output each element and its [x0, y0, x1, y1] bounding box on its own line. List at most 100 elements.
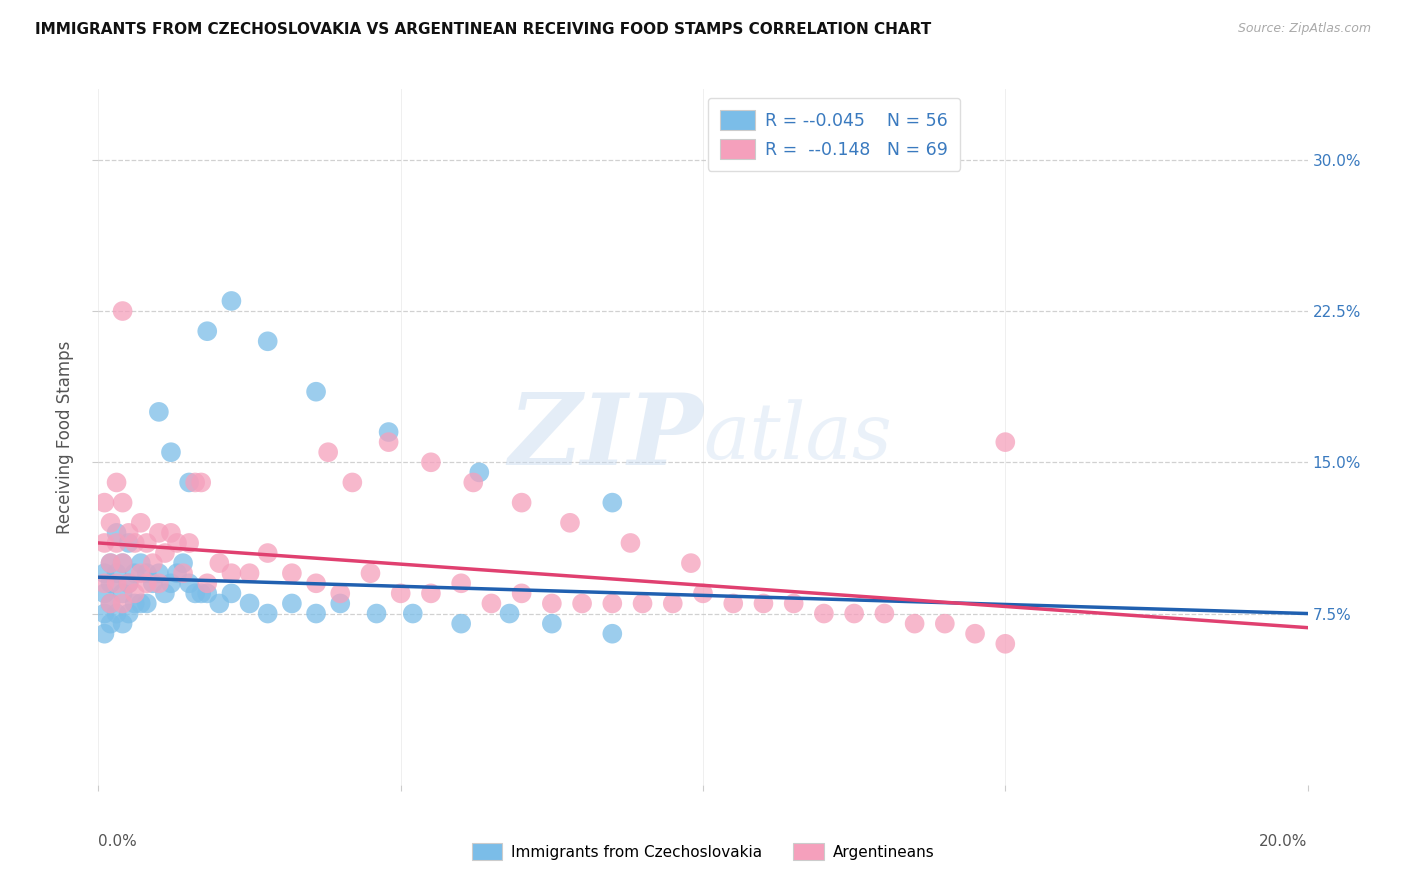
Point [305, 576, 328, 591]
Point [813, 607, 835, 621]
Point [148, 576, 170, 591]
Point [389, 586, 412, 600]
Point [873, 607, 896, 621]
Point [450, 576, 472, 591]
Point [450, 616, 472, 631]
Point [195, 324, 218, 338]
Point [166, 566, 188, 581]
Point [93, 536, 115, 550]
Point [679, 556, 702, 570]
Point [221, 566, 243, 581]
Point [105, 525, 128, 540]
Point [602, 626, 624, 640]
Point [934, 616, 956, 631]
Point [153, 546, 176, 560]
Legend: R = --0.045    N = 56, R =  --0.148   N = 69: R = --0.045 N = 56, R = --0.148 N = 69 [709, 98, 960, 171]
Point [135, 597, 157, 611]
Point [221, 586, 243, 600]
Point [160, 445, 183, 459]
Point [148, 405, 170, 419]
Point [100, 556, 122, 570]
Point [135, 536, 157, 550]
Point [124, 586, 146, 600]
Point [558, 516, 581, 530]
Point [135, 566, 157, 581]
Point [100, 597, 122, 611]
Point [129, 597, 152, 611]
Point [111, 616, 134, 631]
Point [111, 556, 134, 570]
Point [118, 525, 141, 540]
Point [510, 495, 533, 509]
Point [571, 597, 593, 611]
Point [111, 586, 134, 600]
Point [111, 556, 134, 570]
Point [329, 586, 352, 600]
Point [142, 556, 165, 570]
Point [93, 607, 115, 621]
Point [172, 556, 194, 570]
Point [305, 384, 328, 399]
Point [994, 637, 1017, 651]
Point [184, 586, 207, 600]
Point [965, 626, 987, 640]
Point [540, 597, 562, 611]
Point [498, 607, 520, 621]
Point [105, 536, 128, 550]
Point [783, 597, 806, 611]
Point [208, 597, 231, 611]
Point [844, 607, 866, 621]
Point [118, 536, 141, 550]
Point [195, 586, 218, 600]
Point [124, 597, 146, 611]
Point [256, 607, 278, 621]
Point [93, 626, 115, 640]
Point [360, 566, 382, 581]
Point [100, 616, 122, 631]
Point [153, 586, 176, 600]
Point [256, 334, 278, 349]
Point [602, 597, 624, 611]
Text: 20.0%: 20.0% [1260, 834, 1308, 848]
Point [179, 576, 201, 591]
Point [135, 576, 157, 591]
Point [100, 597, 122, 611]
Point [239, 597, 262, 611]
Point [142, 576, 165, 591]
Text: atlas: atlas [703, 399, 891, 475]
Point [148, 566, 170, 581]
Point [129, 556, 152, 570]
Text: IMMIGRANTS FROM CZECHOSLOVAKIA VS ARGENTINEAN RECEIVING FOOD STAMPS CORRELATION : IMMIGRANTS FROM CZECHOSLOVAKIA VS ARGENT… [35, 22, 931, 37]
Point [111, 304, 134, 318]
Legend: Immigrants from Czechoslovakia, Argentineans: Immigrants from Czechoslovakia, Argentin… [465, 837, 941, 866]
Point [124, 566, 146, 581]
Point [118, 576, 141, 591]
Point [105, 475, 128, 490]
Point [179, 475, 201, 490]
Point [105, 566, 128, 581]
Point [190, 586, 212, 600]
Point [402, 607, 425, 621]
Point [661, 597, 683, 611]
Point [105, 607, 128, 621]
Point [316, 445, 339, 459]
Point [420, 586, 443, 600]
Point [148, 525, 170, 540]
Text: ZIP: ZIP [508, 389, 703, 485]
Point [172, 566, 194, 581]
Point [540, 616, 562, 631]
Point [93, 495, 115, 509]
Point [93, 566, 115, 581]
Point [904, 616, 927, 631]
Point [179, 536, 201, 550]
Point [118, 607, 141, 621]
Point [184, 475, 207, 490]
Point [111, 597, 134, 611]
Point [129, 566, 152, 581]
Point [481, 597, 503, 611]
Point [118, 576, 141, 591]
Point [377, 425, 399, 439]
Point [239, 566, 262, 581]
Point [160, 525, 183, 540]
Text: Source: ZipAtlas.com: Source: ZipAtlas.com [1237, 22, 1371, 36]
